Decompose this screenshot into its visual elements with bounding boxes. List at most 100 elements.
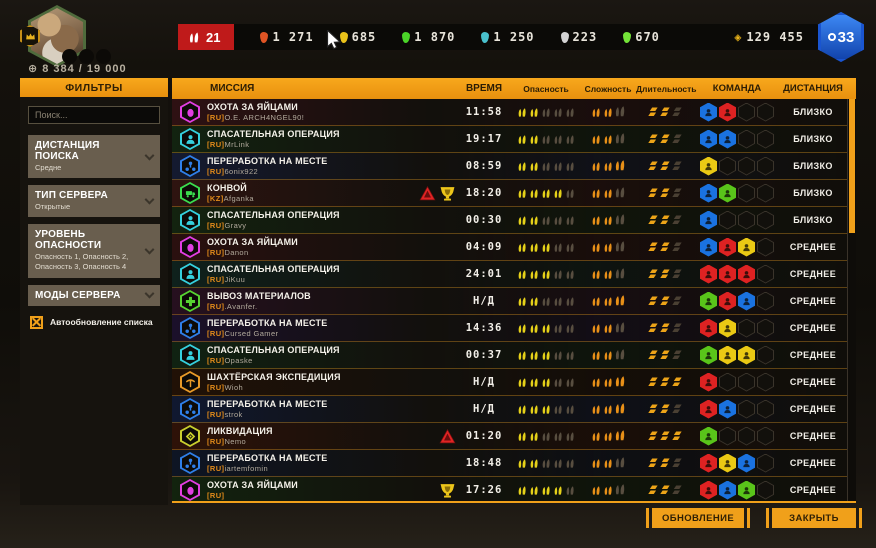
difficulty-rating: [580, 240, 636, 253]
dropdown-label: ДИСТАНЦИЯ ПОИСКА: [35, 140, 100, 162]
level-icon: [827, 33, 836, 41]
duration-rating: [636, 376, 694, 388]
team-slot-empty: [757, 156, 774, 176]
mission-time: 11:58: [465, 106, 503, 118]
team-slot-empty: [757, 399, 774, 419]
dropdown-label: УРОВЕНЬ ОПАСНОСТИ: [35, 229, 102, 252]
mission-row[interactable]: ОХОТА ЗА ЯЙЦАМИ [RU]O.E. ARCH4NGEL90! 11:5…: [172, 99, 856, 126]
autorefresh-toggle[interactable]: Автообновление списка: [30, 315, 160, 329]
mission-row[interactable]: ЛИКВИДАЦИЯ [RU]Nemo 01:20 СРЕДНЕЕ: [172, 423, 856, 450]
team-slot-empty: [738, 156, 755, 176]
team-slot-empty: [757, 291, 774, 311]
duration-rating: [636, 430, 694, 442]
resource-icon: [623, 31, 632, 43]
resource-icon: [560, 31, 569, 43]
search-input[interactable]: [28, 106, 160, 124]
mission-time: Н/Д: [473, 376, 495, 388]
duration-rating: [636, 160, 694, 172]
mission-title: ПЕРЕРАБОТКА НА МЕСТЕ: [207, 453, 328, 464]
mission-row[interactable]: СПАСАТЕЛЬНАЯ ОПЕРАЦИЯ [RU]JiKuu 24:01 СРЕДН…: [172, 261, 856, 288]
mission-distance: СРЕДНЕЕ: [789, 377, 837, 387]
mission-title: ПЕРЕРАБОТКА НА МЕСТЕ: [207, 318, 328, 329]
danger-rating: [512, 161, 580, 172]
team-slot-filled: [700, 156, 717, 176]
team-slot-filled: [700, 264, 717, 284]
mission-time: 04:09: [465, 241, 503, 253]
team-slots: [694, 183, 780, 203]
team-slot-empty: [719, 156, 736, 176]
mission-row[interactable]: ОХОТА ЗА ЯЙЦАМИ [RU]Danon 04:09 СРЕДНЕЕ: [172, 234, 856, 261]
mission-row[interactable]: СПАСАТЕЛЬНАЯ ОПЕРАЦИЯ [RU]MrLink 19:17 БЛИЗ…: [172, 126, 856, 153]
mission-row[interactable]: ВЫВОЗ МАТЕРИАЛОВ [RU].Avanfer. Н/Д СРЕДНЕЕ: [172, 288, 856, 315]
filter-search-distance[interactable]: ДИСТАНЦИЯ ПОИСКА Средне: [28, 135, 160, 179]
difficulty-rating: [580, 375, 636, 388]
mission-row[interactable]: СПАСАТЕЛЬНАЯ ОПЕРАЦИЯ [RU]Opaske 00:37 СРЕД…: [172, 342, 856, 369]
mission-row[interactable]: ПЕРЕРАБОТКА НА МЕСТЕ [RU]6onix922 08:59 БЛИ…: [172, 153, 856, 180]
duration-rating: [636, 349, 694, 361]
mission-time: Н/Д: [473, 403, 495, 415]
coin-icon: ◈: [734, 30, 743, 44]
mission-title: ПЕРЕРАБОТКА НА МЕСТЕ: [207, 156, 328, 167]
team-slots: [694, 264, 780, 284]
warning-icon: [419, 185, 436, 201]
status-dots: [62, 49, 111, 64]
scrollbar[interactable]: [847, 99, 856, 501]
col-distance: ДИСТАНЦИЯ: [783, 83, 843, 94]
checkbox-checked-icon[interactable]: [30, 315, 43, 329]
difficulty-rating: [580, 105, 636, 118]
liquidation-icon: [180, 425, 200, 447]
duration-rating: [636, 241, 694, 253]
col-mission: МИССИЯ: [210, 83, 255, 94]
filters-title: ФИЛЬТРЫ: [20, 78, 168, 97]
coins-value: 129 455: [746, 30, 804, 44]
level-value: 33: [837, 28, 855, 46]
team-slots: [694, 480, 780, 500]
mission-distance: СРЕДНЕЕ: [789, 350, 837, 360]
mission-row[interactable]: КОНВОЙ [KZ]Afganka 18:20 БЛИЗКО: [172, 180, 856, 207]
resource-icon: [339, 31, 348, 43]
recycle-icon: [180, 452, 200, 474]
player-avatar[interactable]: [20, 5, 86, 67]
team-slot-filled: [700, 480, 717, 500]
mission-distance: СРЕДНЕЕ: [789, 404, 837, 414]
team-slot-empty: [757, 237, 774, 257]
mission-title: СПАСАТЕЛЬНАЯ ОПЕРАЦИЯ: [207, 210, 340, 221]
difficulty-rating: [580, 267, 636, 280]
filter-server-type[interactable]: ТИП СЕРВЕРА Открытые: [28, 185, 160, 218]
danger-rating: [512, 107, 580, 118]
team-slot-empty: [738, 183, 755, 203]
mission-row[interactable]: ПЕРЕРАБОТКА НА МЕСТЕ [RU]Cursed Gamer 14:3…: [172, 315, 856, 342]
rescue-icon: [180, 263, 200, 285]
filter-server-mods[interactable]: МОДЫ СЕРВЕРА: [28, 284, 160, 306]
mission-row[interactable]: ПЕРЕРАБОТКА НА МЕСТЕ [RU]iartemfomin 18:48…: [172, 450, 856, 477]
close-button[interactable]: ЗАКРЫТЬ: [766, 508, 862, 528]
mission-row[interactable]: СПАСАТЕЛЬНАЯ ОПЕРАЦИЯ [RU]Gravy 00:30 БЛИЗК…: [172, 207, 856, 234]
difficulty-rating: [580, 456, 636, 469]
recycle-icon: [180, 398, 200, 420]
team-slot-empty: [738, 210, 755, 230]
filter-danger-level[interactable]: УРОВЕНЬ ОПАСНОСТИ Опасность 1, Опасность …: [28, 224, 160, 278]
difficulty-rating: [580, 159, 636, 172]
mission-row[interactable]: ШАХТЁРСКАЯ ЭКСПЕДИЦИЯ [RU]Wioh Н/Д СРЕДНЕЕ: [172, 369, 856, 396]
duration-rating: [636, 187, 694, 199]
recycle-icon: [180, 155, 200, 177]
server-list-panel: МИССИЯ ВРЕМЯ Опасность Сложность Длитель…: [172, 78, 856, 503]
mission-distance: БЛИЗКО: [793, 161, 833, 171]
scrollbar-thumb[interactable]: [849, 99, 855, 233]
mission-row[interactable]: ПЕРЕРАБОТКА НА МЕСТЕ [RU]strok Н/Д СРЕДНЕЕ: [172, 396, 856, 423]
team-slot-empty: [738, 129, 755, 149]
team-slots: [694, 210, 780, 230]
mission-rows: ОХОТА ЗА ЯЙЦАМИ [RU]O.E. ARCH4NGEL90! 11:5…: [172, 99, 856, 501]
team-slots: [694, 291, 780, 311]
warning-icon: [439, 428, 456, 444]
difficulty-rating: [580, 348, 636, 361]
team-slot-filled: [738, 264, 755, 284]
duration-rating: [636, 322, 694, 334]
mission-time: 18:20: [465, 187, 503, 199]
mission-title: ПЕРЕРАБОТКА НА МЕСТЕ: [207, 399, 328, 410]
danger-rating: [512, 134, 580, 145]
mission-distance: СРЕДНЕЕ: [789, 431, 837, 441]
danger-rating: [512, 188, 580, 199]
mission-row[interactable]: ОХОТА ЗА ЯЙЦАМИ [RU] 17:26 СРЕДНЕЕ: [172, 477, 856, 501]
refresh-button[interactable]: ОБНОВЛЕНИЕ: [646, 508, 750, 528]
